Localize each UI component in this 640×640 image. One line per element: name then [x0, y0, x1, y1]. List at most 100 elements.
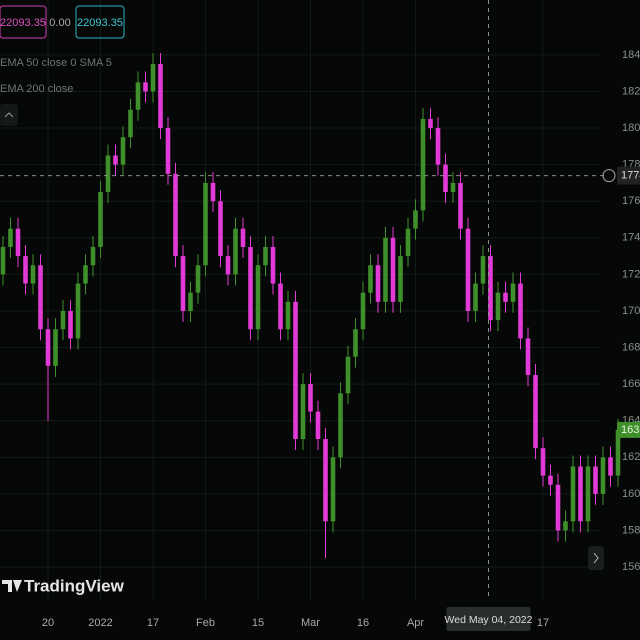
- candle-body: [308, 384, 313, 412]
- candle-body: [23, 256, 28, 284]
- price-box: [75, 5, 125, 39]
- candle-body: [465, 228, 471, 311]
- candle-body: [180, 256, 186, 311]
- candle-body: [68, 310, 73, 339]
- candle-body: [128, 109, 133, 138]
- candle-body: [585, 466, 591, 522]
- candle-body: [413, 210, 418, 229]
- candle-body: [540, 448, 546, 476]
- y-tick-label: 17400: [622, 232, 640, 244]
- candle-body: [383, 237, 388, 302]
- y-tick-label: 17600: [622, 195, 640, 207]
- candle-body: [360, 292, 366, 330]
- candle-body: [278, 283, 283, 330]
- candle-body: [143, 82, 148, 92]
- x-tick-label: Feb: [196, 617, 215, 629]
- candle-body: [398, 256, 403, 302]
- x-tick-label: 20: [42, 617, 54, 629]
- candle-body: [255, 265, 261, 330]
- candle-body: [330, 457, 336, 522]
- chevron-icon: [4, 112, 14, 118]
- candle-body: [0, 246, 6, 275]
- candle-body: [338, 393, 343, 458]
- y-tick-label: 18200: [622, 85, 640, 97]
- y-tick-label: 15800: [622, 524, 640, 536]
- y-tick-label: 18000: [622, 122, 640, 134]
- change-text: 0.00: [49, 17, 70, 29]
- candle-body: [345, 356, 351, 394]
- y-tick-label: 16000: [622, 488, 640, 500]
- candle-body: [375, 265, 381, 302]
- candle-body: [113, 155, 118, 165]
- candle-body: [98, 192, 103, 247]
- candle-body: [53, 329, 58, 366]
- price-box: [0, 5, 47, 39]
- candle-body: [435, 128, 441, 165]
- candle-body: [570, 466, 576, 522]
- y-tick-label: 17000: [622, 305, 640, 317]
- candle-body: [495, 292, 501, 321]
- price-box-text: 22093.35: [77, 17, 123, 29]
- candle-body: [615, 429, 621, 476]
- candle-body: [293, 301, 298, 440]
- candle-body: [173, 173, 178, 257]
- candle-body: [428, 118, 433, 129]
- x-tick-label: 16: [357, 617, 369, 629]
- candle-body: [150, 64, 156, 92]
- candle-body: [240, 228, 246, 247]
- y-tick-label: 15600: [622, 561, 640, 573]
- candle-body: [15, 228, 21, 257]
- scroll-icon: [593, 552, 599, 564]
- candle-body: [488, 256, 493, 321]
- candle-body: [473, 283, 478, 311]
- brand-icon: [2, 580, 22, 592]
- candle-body: [600, 457, 606, 494]
- candle-body: [270, 246, 276, 284]
- collapse-button[interactable]: [0, 104, 18, 126]
- candle-body: [60, 310, 66, 330]
- candle-body: [188, 292, 193, 311]
- candle-body: [548, 475, 553, 485]
- candle-body: [563, 521, 568, 531]
- scroll-button[interactable]: [588, 546, 604, 570]
- y-tick-label: 16800: [622, 341, 640, 353]
- date-marker-label: Wed May 04, 2022: [445, 614, 533, 626]
- last-price-marker: [617, 421, 640, 438]
- candle-body: [203, 182, 208, 266]
- price-marker: [617, 166, 640, 185]
- candle-body: [225, 256, 231, 275]
- candle-body: [315, 411, 321, 440]
- y-tick-label: 16200: [622, 451, 640, 463]
- candle-body: [248, 246, 253, 330]
- x-tick-label: 15: [252, 617, 264, 629]
- candle-body: [105, 155, 111, 193]
- candle-body: [233, 228, 238, 275]
- candle-body: [353, 329, 358, 357]
- candle-body: [443, 164, 448, 193]
- candle-body: [518, 283, 523, 339]
- indicator-label[interactable]: EMA 200 close: [0, 83, 73, 95]
- candle-body: [8, 228, 13, 247]
- candle-body: [368, 265, 373, 293]
- candle-body: [405, 228, 411, 257]
- candle-body: [608, 457, 613, 476]
- candle-body: [218, 201, 223, 257]
- candle-body: [30, 265, 36, 284]
- candle-body: [158, 64, 163, 129]
- price-box-text: 22093.35: [0, 17, 46, 29]
- x-tick-label: Mar: [301, 617, 320, 629]
- candle-body: [45, 329, 51, 366]
- candle-body: [135, 82, 141, 110]
- candle-body: [263, 246, 268, 266]
- price-marker-label: 17740: [621, 170, 640, 182]
- candle-body: [90, 246, 96, 266]
- candle-body: [300, 384, 306, 440]
- x-tick-label: 17: [537, 617, 549, 629]
- candle-body: [210, 182, 216, 202]
- candle-body: [75, 283, 81, 339]
- candle-body: [593, 466, 598, 494]
- candle-body: [510, 283, 516, 302]
- candle-body: [195, 265, 201, 293]
- indicator-label[interactable]: EMA 50 close 0 SMA 5: [0, 57, 112, 69]
